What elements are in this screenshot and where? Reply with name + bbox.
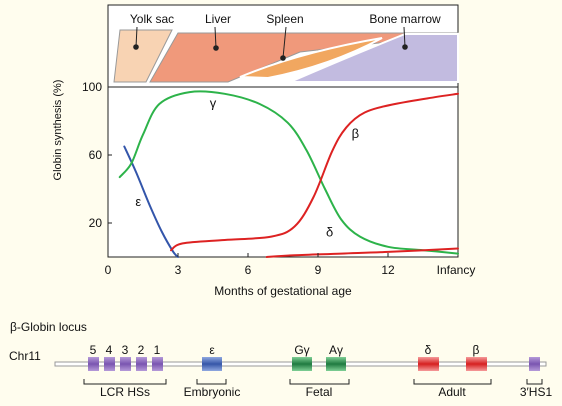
bone-marrow-label: Bone marrow: [369, 12, 441, 26]
lcr-hs3-box: [120, 357, 131, 371]
embryonic-bracket: [196, 379, 227, 385]
lcr-hs5-label: 5: [90, 343, 97, 357]
lcr-hs4-box: [104, 357, 115, 371]
fetal-bracket: [289, 379, 350, 385]
adult-group-label: Adult: [438, 385, 466, 399]
yolk-sac-dot: [133, 44, 139, 50]
lcr-hs2-label: 2: [138, 343, 145, 357]
epsilon-gene-label: ε: [209, 343, 215, 357]
hs1-bracket: [526, 379, 543, 385]
hs1-group-label: 3′HS1: [520, 385, 553, 399]
delta-series-line: [265, 247, 459, 258]
x-tick-label: Infancy: [437, 263, 476, 277]
epsilon-series-label: ε: [135, 194, 141, 209]
liver-label: Liver: [205, 12, 231, 26]
beta-gene-label: β: [473, 343, 480, 357]
lcr-bracket: [83, 379, 167, 385]
lcr-hs1-label: 1: [154, 343, 161, 357]
delta-series-label: δ: [326, 225, 333, 240]
x-tick-label: 6: [245, 263, 252, 277]
bone-marrow-pointer: [403, 26, 406, 48]
gamma-series-line: [118, 90, 459, 255]
liver-dot: [213, 45, 219, 51]
spleen-pointer: [282, 26, 287, 59]
spleen-label: Spleen: [266, 12, 303, 26]
beta-series-line: [170, 92, 459, 252]
lcr-hs2-box: [136, 357, 147, 371]
series-layer: ε γ β δ: [118, 90, 459, 258]
embryonic-group-label: Embryonic: [184, 385, 241, 399]
y-tick-label: 60: [89, 148, 103, 162]
y-axis-title: Globin synthesis (%): [52, 80, 64, 181]
lcr-hs4-label: 4: [106, 343, 113, 357]
yolk-sac-pointer: [135, 26, 138, 48]
gamma-series-label: γ: [210, 95, 217, 110]
y-tick-label: 20: [89, 216, 103, 230]
lcr-hs5-box: [88, 357, 99, 371]
lcr-group-label: LCR HSs: [100, 385, 150, 399]
epsilon-series-line: [123, 145, 179, 258]
x-tick-label: 12: [381, 263, 395, 277]
axis-layer: 0 3 6 9 12 Infancy 100 60 20: [82, 80, 475, 277]
yolk-sac-region: [113, 29, 173, 83]
liver-pointer: [214, 26, 217, 49]
y-tick-label: 100: [82, 80, 102, 94]
chromosome-label: Chr11: [9, 349, 41, 363]
lcr-hs1-box: [152, 357, 163, 371]
adult-bracket: [413, 379, 492, 385]
beta-gene-box: [466, 357, 487, 371]
fetal-group-label: Fetal: [306, 385, 333, 399]
delta-gene-label: δ: [425, 343, 432, 357]
x-tick-label: 3: [175, 263, 182, 277]
x-axis-title: Months of gestational age: [214, 284, 352, 298]
x-tick-label: 9: [315, 263, 322, 277]
x-tick-label: 0: [105, 263, 112, 277]
delta-gene-box: [418, 357, 439, 371]
spleen-dot: [280, 55, 286, 61]
g-gamma-gene-label: Gγ: [294, 343, 309, 357]
hs1-3prime-box: [529, 357, 540, 371]
spleen-region: [239, 37, 383, 80]
plot-area: [107, 86, 459, 258]
lcr-hs3-label: 3: [122, 343, 129, 357]
locus-title: β-Globin locus: [10, 320, 87, 334]
bone-marrow-region: [289, 33, 459, 83]
yolk-sac-label: Yolk sac: [130, 12, 174, 26]
globin-chart: ε γ β δ 0 3 6 9 12 Infancy 100 60 20 Globin synthes…: [52, 80, 475, 298]
bone-marrow-dot: [402, 44, 408, 50]
a-gamma-gene-label: Aγ: [329, 343, 343, 357]
epsilon-gene-box: [202, 357, 222, 371]
organ-panel: Yolk sac Liver Spleen Bone marrow: [107, 4, 459, 88]
g-gamma-gene-box: [292, 357, 312, 371]
a-gamma-gene-box: [326, 357, 346, 371]
beta-series-label: β: [352, 126, 359, 141]
beta-globin-locus: β-Globin locus Chr11 5 4 3 2 1 ε Gγ Aγ δ…: [9, 320, 552, 399]
